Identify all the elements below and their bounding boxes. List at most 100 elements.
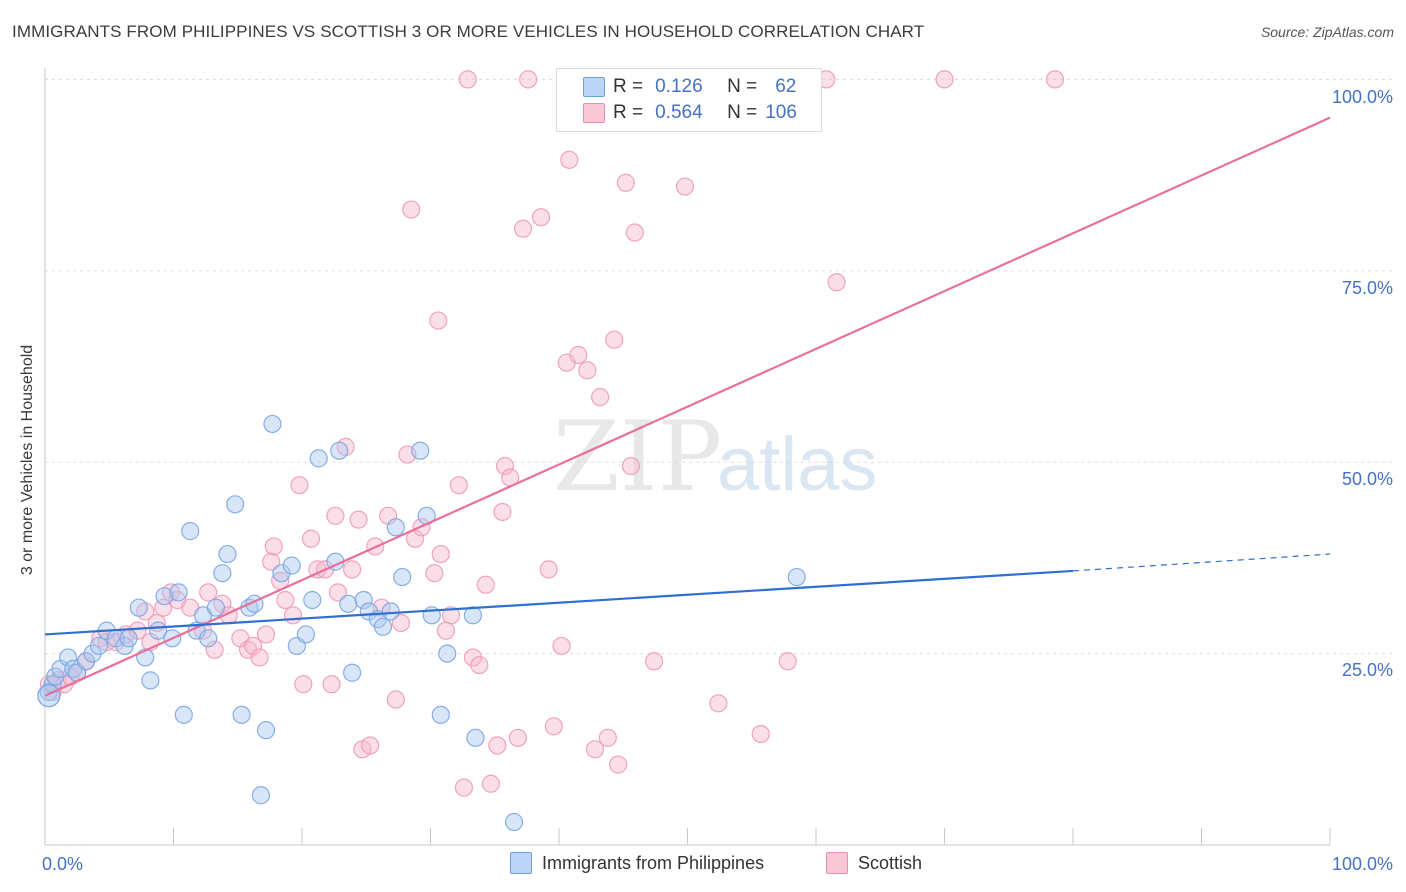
data-point-scottish xyxy=(402,200,421,219)
data-point-philippines xyxy=(343,663,362,682)
data-point-scottish xyxy=(386,690,405,709)
data-point-philippines xyxy=(218,544,237,564)
data-point-scottish xyxy=(539,560,558,579)
y-axis-label: 3 or more Vehicles in Household xyxy=(19,344,36,576)
trend-lines xyxy=(44,116,1331,697)
data-point-scottish xyxy=(454,778,474,797)
y-tick-label: 100.0% xyxy=(1332,87,1393,107)
data-point-scottish xyxy=(361,736,380,755)
data-point-scottish xyxy=(431,544,450,564)
data-point-philippines xyxy=(59,648,78,667)
data-point-philippines xyxy=(169,583,188,602)
data-point-scottish xyxy=(328,583,348,602)
data-point-scottish xyxy=(326,506,345,525)
data-point-philippines xyxy=(272,564,291,583)
data-point-philippines xyxy=(129,598,148,617)
data-point-philippines xyxy=(282,556,301,575)
data-point-philippines xyxy=(174,705,193,724)
data-point-scottish xyxy=(199,583,218,602)
data-point-scottish xyxy=(495,456,515,476)
data-point-philippines xyxy=(199,629,218,648)
data-point-philippines xyxy=(330,441,349,460)
data-point-philippines xyxy=(37,684,61,708)
data-point-philippines xyxy=(206,598,226,617)
data-point-scottish xyxy=(544,717,563,736)
trend-line-scottish xyxy=(44,116,1331,697)
data-point-philippines xyxy=(787,567,806,587)
data-point-scottish xyxy=(436,621,456,640)
data-point-philippines xyxy=(303,590,322,610)
y-tick-label: 25.0% xyxy=(1342,660,1393,680)
legend-swatch-blue xyxy=(583,77,605,97)
data-point-scottish xyxy=(205,640,224,659)
data-point-philippines xyxy=(141,671,160,690)
n-label: N = xyxy=(727,76,758,97)
axes xyxy=(44,68,1331,846)
watermark-zip: ZIP xyxy=(553,401,722,513)
data-point-philippines xyxy=(381,602,400,621)
data-point-scottish xyxy=(425,564,444,583)
data-point-scottish xyxy=(244,636,263,656)
data-point-scottish xyxy=(470,655,489,675)
data-point-scottish xyxy=(458,70,477,89)
data-point-scottish xyxy=(778,652,797,671)
data-point-scottish xyxy=(616,173,635,192)
data-point-philippines xyxy=(181,522,200,541)
data-point-scottish xyxy=(1045,70,1065,89)
y-tick-label: 50.0% xyxy=(1342,469,1393,489)
data-point-scottish xyxy=(513,219,533,238)
data-point-scottish xyxy=(519,70,538,89)
legend-swatch-pink xyxy=(583,103,605,123)
r-label: R = xyxy=(613,76,644,97)
data-point-scottish xyxy=(154,598,173,617)
data-point-scottish xyxy=(569,345,588,365)
correlation-legend: R = 0.126 N = 62 R = 0.564 N = 106 xyxy=(556,68,822,132)
trend-line-philippines-extension xyxy=(1072,553,1331,572)
data-point-philippines xyxy=(504,812,524,832)
data-point-scottish xyxy=(531,208,551,227)
data-point-scottish xyxy=(276,590,295,610)
data-point-philippines xyxy=(463,606,483,625)
data-point-scottish xyxy=(476,575,495,594)
data-point-philippines xyxy=(411,441,430,460)
n-value: 106 xyxy=(765,102,797,123)
legend-item-scottish: Scottish xyxy=(826,852,922,874)
data-point-scottish xyxy=(349,510,368,529)
data-point-scottish xyxy=(621,456,641,476)
data-point-scottish xyxy=(264,537,283,556)
data-point-philippines xyxy=(393,567,412,587)
data-point-scottish xyxy=(625,223,644,242)
x-tick-label: 100.0% xyxy=(1332,854,1393,874)
data-point-scottish xyxy=(585,740,605,759)
watermark-atlas: atlas xyxy=(717,422,878,507)
data-point-scottish xyxy=(751,724,770,744)
source-credit: Source: ZipAtlas.com xyxy=(1260,24,1394,40)
data-point-scottish xyxy=(262,552,281,571)
data-point-scottish xyxy=(283,606,303,625)
n-value: 62 xyxy=(775,76,797,97)
data-point-philippines xyxy=(89,636,109,656)
data-point-scottish xyxy=(605,330,624,349)
data-point-scottish xyxy=(552,636,571,656)
data-point-scottish xyxy=(391,613,411,633)
data-point-scottish xyxy=(290,476,309,495)
data-point-philippines xyxy=(263,414,282,434)
legend-label: Immigrants from Philippines xyxy=(542,852,765,873)
gridlines xyxy=(45,78,1392,655)
data-point-scottish xyxy=(449,476,468,495)
y-tick-label: 75.0% xyxy=(1342,278,1393,298)
data-point-scottish xyxy=(250,648,269,667)
data-point-scottish xyxy=(481,774,500,793)
data-point-scottish xyxy=(598,728,617,747)
data-point-philippines xyxy=(373,617,393,636)
data-point-scottish xyxy=(644,652,664,671)
legend-swatch-blue xyxy=(510,852,532,874)
data-point-philippines xyxy=(296,625,315,644)
data-point-scottish xyxy=(343,560,362,579)
data-point-philippines xyxy=(466,728,485,747)
data-point-scottish xyxy=(709,694,728,713)
data-point-scottish xyxy=(493,502,512,522)
y-axis-label-container: 3 or more Vehicles in Household xyxy=(8,300,48,620)
data-point-philippines xyxy=(256,721,276,740)
